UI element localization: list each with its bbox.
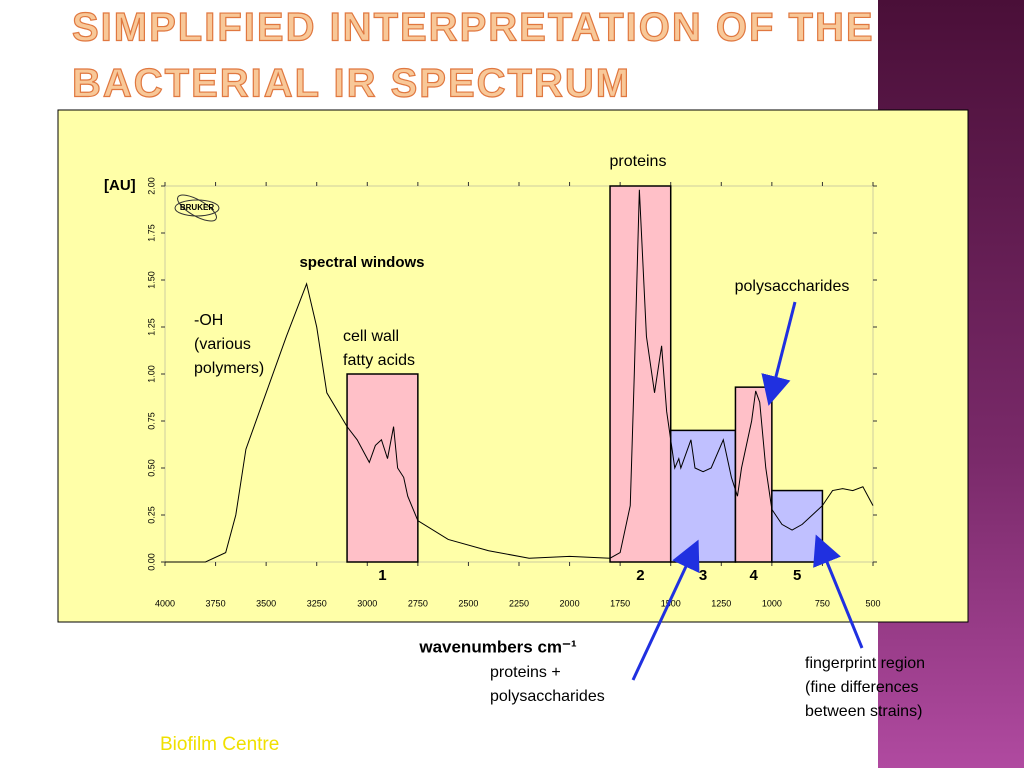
window-label: 1 <box>378 567 386 584</box>
annotation: fatty acids <box>343 352 415 369</box>
spectral-window <box>346 373 419 563</box>
annotation: fingerprint region <box>805 655 925 672</box>
annotation: proteins <box>610 153 667 170</box>
y-label: [AU] <box>104 177 136 194</box>
x-tick-label: 2750 <box>408 598 428 608</box>
annotation: polysaccharides <box>735 278 850 295</box>
spectral-window <box>771 489 824 563</box>
x-tick-label: 4000 <box>155 598 175 608</box>
x-tick-label: 1500 <box>661 598 681 608</box>
y-tick-label: 2.00 <box>146 177 156 195</box>
x-tick-label: 2500 <box>458 598 478 608</box>
logo: BRUKER <box>174 194 220 222</box>
annotation: between strains) <box>805 703 922 720</box>
spectrum-line <box>165 189 874 563</box>
arrow <box>813 534 864 649</box>
annotation: polysaccharides <box>490 688 605 705</box>
window-label: 5 <box>793 567 801 584</box>
x-tick-label: 3750 <box>206 598 226 608</box>
x-tick-label: 1000 <box>762 598 782 608</box>
window-label: 3 <box>699 567 707 584</box>
window-label: 2 <box>636 567 644 584</box>
annotation: proteins + <box>490 664 561 681</box>
spectral-window <box>734 386 773 563</box>
x-tick-label: 3250 <box>307 598 327 608</box>
x-tick-label: 1750 <box>610 598 630 608</box>
spectral-window <box>609 185 672 563</box>
plot: 4000 3750 3500 3250 3000 2750 2500 2250 2000 1750… <box>146 177 880 608</box>
x-tick-label: 3000 <box>357 598 377 608</box>
y-tick-label: 0.75 <box>146 412 156 430</box>
y-tick-label: 1.75 <box>146 224 156 242</box>
y-tick-label: 1.00 <box>146 365 156 383</box>
annotation: -OH <box>194 312 223 329</box>
arrows <box>631 301 864 681</box>
arrow <box>761 301 797 406</box>
x-tick-label: 2250 <box>509 598 529 608</box>
y-tick-label: 0.25 <box>146 506 156 524</box>
x-tick-label: 750 <box>815 598 830 608</box>
inner-title: spectral windows <box>299 254 424 271</box>
logo-text: BRUKER <box>180 203 214 212</box>
y-tick-label: 1.25 <box>146 318 156 336</box>
arrow <box>631 539 700 681</box>
title: SIMPLIFIED INTERPRETATION OF THE <box>72 6 875 50</box>
footer: Biofilm Centre <box>160 734 279 755</box>
annotation: polymers) <box>194 360 264 377</box>
x-tick-label: 3500 <box>256 598 276 608</box>
x-tick-label: 500 <box>865 598 880 608</box>
annotation: (fine differences <box>805 679 919 696</box>
window-label: 4 <box>749 567 758 584</box>
x-tick-label: 2000 <box>560 598 580 608</box>
title: BACTERIAL IR SPECTRUM <box>72 62 631 106</box>
x-label: wavenumbers cm⁻¹ <box>418 637 577 656</box>
annotation: (various <box>194 336 251 353</box>
y-tick-label: 1.50 <box>146 271 156 289</box>
annotation: cell wall <box>343 328 399 345</box>
x-tick-label: 1250 <box>711 598 731 608</box>
y-tick-label: 0.00 <box>146 553 156 571</box>
y-tick-label: 0.50 <box>146 459 156 477</box>
